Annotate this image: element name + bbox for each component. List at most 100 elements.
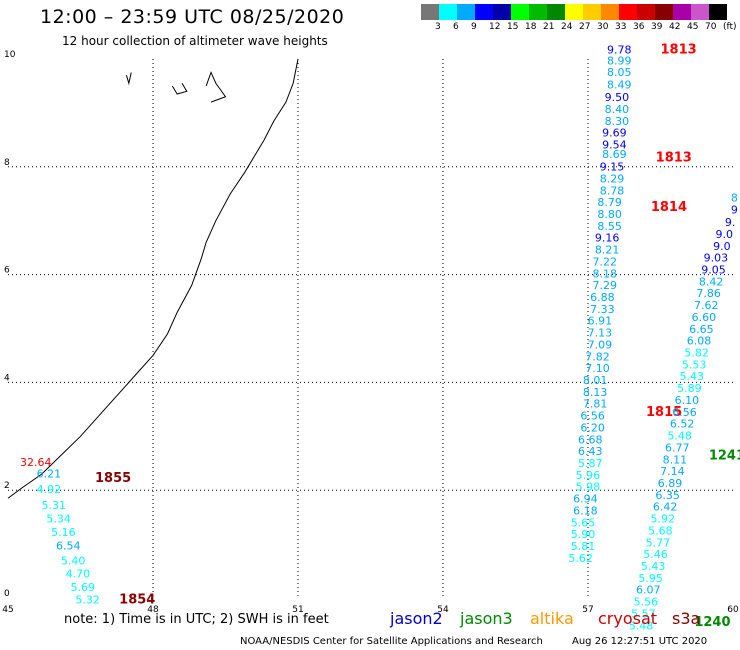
legend-label: 24: [561, 22, 573, 32]
wave-height-value: 6.52: [670, 418, 695, 431]
wave-height-value: 7.86: [696, 287, 721, 300]
wave-height-value: 9: [731, 204, 738, 217]
legend-swatch: [601, 4, 619, 20]
wave-height-value: 8: [731, 191, 738, 204]
wave-height-value: 8.11: [663, 453, 688, 466]
wave-height-value: 8.80: [597, 208, 622, 221]
legend-label: 45: [687, 22, 699, 32]
legend-swatch: [529, 4, 547, 20]
legend-swatch: [637, 4, 655, 20]
x-tick-label: 60: [727, 605, 739, 615]
island-outline: [125, 72, 132, 86]
legend-label: 12: [489, 22, 501, 32]
wave-height-value: 6.94: [573, 493, 598, 506]
legend-swatch: [493, 4, 511, 20]
legend-label: 3: [435, 22, 441, 32]
wave-height-value: 5.89: [677, 382, 702, 395]
wave-height-value: 5.87: [578, 457, 603, 470]
wave-height-value: 7.22: [593, 255, 618, 268]
legend-label: 70: [705, 22, 717, 32]
track-time-label: 1240: [694, 615, 730, 630]
wave-height-value: 8.99: [607, 54, 632, 67]
wave-height-value: 5.32: [75, 593, 100, 606]
wave-height-value: 5.48: [667, 430, 692, 443]
wave-height-value: 8.01: [583, 374, 608, 387]
wave-height-value: 5.77: [646, 536, 671, 549]
wave-height-value: 8.13: [583, 386, 608, 399]
wave-height-value: 9.16: [595, 232, 620, 245]
wave-height-value: 9.15: [600, 161, 625, 174]
wave-height-value: 8.69: [602, 148, 627, 161]
y-tick-label: 6: [4, 266, 10, 276]
wave-height-value: 6.18: [573, 504, 598, 517]
wave-height-value: 8.78: [600, 184, 625, 197]
wave-height-value: 5.40: [61, 555, 86, 568]
island-outline: [171, 82, 188, 95]
wave-height-value: 6.42: [653, 501, 678, 514]
legend-swatch: [547, 4, 565, 20]
wave-height-value: 6.56: [672, 406, 697, 419]
wave-height-value: 6.35: [655, 489, 680, 502]
wave-height-value: 6.60: [692, 311, 717, 324]
wave-height-value: 5.46: [643, 548, 668, 561]
coastline: [7, 58, 299, 499]
wave-height-value: 5.65: [571, 516, 596, 529]
x-tick-label: 48: [147, 605, 159, 615]
wave-height-value: 6.88: [590, 291, 615, 304]
wave-height-value: 8.55: [597, 220, 622, 233]
generation-timestamp: Aug 26 12:27:51 UTC 2020: [572, 636, 708, 647]
wave-height-value: 5.96: [576, 469, 601, 482]
wave-height-value: 9.50: [605, 91, 630, 104]
legend-swatch: [457, 4, 475, 20]
legend-label: 36: [633, 22, 645, 32]
wave-height-value: 6.10: [675, 394, 700, 407]
wave-height-value: 7.09: [588, 338, 613, 351]
wave-height-value: 7.82: [585, 350, 610, 363]
legend-swatch: [709, 4, 727, 20]
wave-height-value: 5.92: [651, 513, 676, 526]
footer-note: note: 1) Time is in UTC; 2) SWH is in fe…: [64, 612, 329, 627]
wave-height-value: 6.65: [689, 323, 714, 336]
wave-height-value: 5.16: [51, 526, 76, 539]
wave-height-value: 7.14: [660, 465, 685, 478]
wave-height-value: 5.56: [634, 596, 659, 609]
wave-height-value: 5.82: [684, 347, 709, 360]
wave-height-value: 5.43: [680, 370, 705, 383]
wave-height-value: 7.81: [583, 398, 608, 411]
legend-swatch: [691, 4, 709, 20]
track-time-label: 1854: [119, 592, 155, 607]
legend-swatch: [475, 4, 493, 20]
wave-height-value: 5.68: [648, 524, 673, 537]
wave-height-value: 6.54: [56, 539, 81, 552]
legend-swatch: [583, 4, 601, 20]
y-tick-label: 0: [4, 589, 10, 599]
wave-height-value: 4.92: [37, 483, 62, 496]
wave-height-value: 5.43: [641, 560, 666, 573]
track-time-label: 1814: [651, 200, 687, 215]
island-outline: [205, 71, 227, 103]
wave-height-value: 8.79: [597, 196, 622, 209]
wave-height-value: 6.56: [580, 410, 605, 423]
track-time-label: 1813: [656, 150, 692, 165]
x-tick-label: 51: [292, 605, 303, 615]
wave-height-value: 9.05: [701, 264, 726, 277]
x-tick-label: 45: [2, 605, 13, 615]
wave-height-value: 6.08: [687, 335, 712, 348]
wave-height-value: 8.05: [607, 66, 632, 79]
wave-height-value: 6.77: [665, 441, 690, 454]
wave-height-value: 6.21: [37, 467, 62, 480]
wave-height-value: 9.78: [607, 44, 632, 57]
wave-height-value: 5.57: [631, 607, 656, 620]
wave-height-value: 5.90: [571, 528, 596, 541]
wave-height-value: 8.29: [600, 172, 625, 185]
legend-label: (ft): [723, 22, 737, 32]
wave-height-value: 7.10: [585, 362, 610, 375]
legend-swatch: [511, 4, 529, 20]
wave-height-value: 5.95: [638, 572, 663, 585]
wave-height-value: 6.91: [588, 315, 613, 328]
wave-height-value: 7.62: [694, 299, 719, 312]
wave-height-value: 7.13: [588, 327, 613, 340]
legend-label: 30: [597, 22, 609, 32]
legend-label: 33: [615, 22, 627, 32]
